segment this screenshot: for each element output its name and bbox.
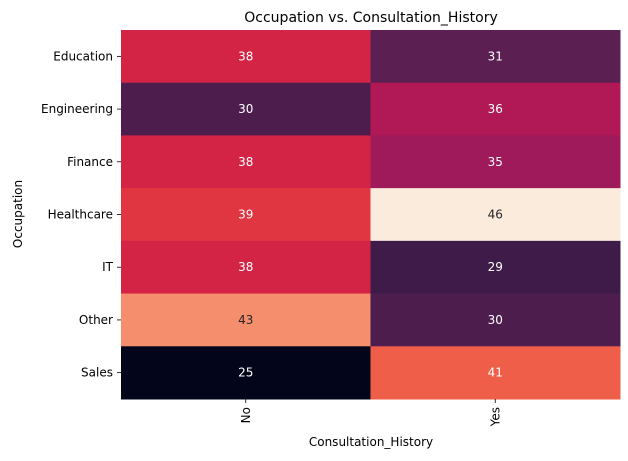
cell-value-label: 35: [488, 155, 503, 169]
heatmap-cell: [121, 188, 371, 242]
x-tick-label: No: [239, 407, 253, 423]
x-axis-label: Consultation_History: [309, 435, 433, 449]
heatmap-cell: [121, 346, 371, 400]
heatmap-cell: [121, 135, 371, 189]
x-axis-ticks: No Yes: [239, 399, 502, 427]
y-tick-label: Engineering: [41, 102, 113, 116]
heatmap-cell: [370, 135, 621, 189]
heatmap-cell: [121, 240, 371, 295]
cell-value-label: 38: [238, 260, 253, 274]
cell-value-label: 36: [488, 102, 503, 116]
y-tick-label: IT: [102, 260, 114, 274]
cell-value-label: 30: [238, 102, 253, 116]
heatmap-cell-labels: 38 31 30 36 38 35 39 46 38 29 43 30 25 41: [238, 49, 503, 379]
heatmap-cell: [370, 188, 621, 242]
cell-value-label: 29: [488, 260, 503, 274]
y-tick-label: Other: [79, 313, 113, 327]
cell-value-label: 43: [238, 313, 253, 327]
cell-value-label: 31: [488, 49, 503, 63]
y-tick-label: Finance: [67, 155, 113, 169]
heatmap-cell: [121, 82, 371, 136]
cell-value-label: 46: [488, 208, 503, 222]
cell-value-label: 39: [238, 208, 253, 222]
y-tick-label: Sales: [81, 366, 113, 380]
heatmap-cell: [370, 82, 621, 136]
heatmap-cell: [121, 293, 371, 347]
cell-value-label: 30: [488, 313, 503, 327]
heatmap-cell: [370, 240, 621, 295]
chart-title: Occupation vs. Consultation_History: [244, 10, 497, 26]
y-tick-label: Healthcare: [48, 208, 113, 222]
y-axis-ticks: Education Engineering Finance Healthcare IT O…: [41, 49, 121, 380]
heatmap-cell: [121, 30, 371, 84]
cell-value-label: 25: [238, 366, 253, 380]
cell-value-label: 41: [488, 366, 503, 380]
cell-value-label: 38: [238, 49, 253, 63]
cell-value-label: 38: [238, 155, 253, 169]
heatmap-cells: [121, 30, 621, 400]
heatmap-cell: [370, 346, 621, 400]
heatmap-cell: [370, 30, 621, 84]
y-tick-label: Education: [53, 49, 113, 63]
heatmap-cell: [370, 293, 621, 347]
x-tick-label: Yes: [488, 407, 502, 427]
y-axis-label: Occupation: [11, 180, 25, 248]
